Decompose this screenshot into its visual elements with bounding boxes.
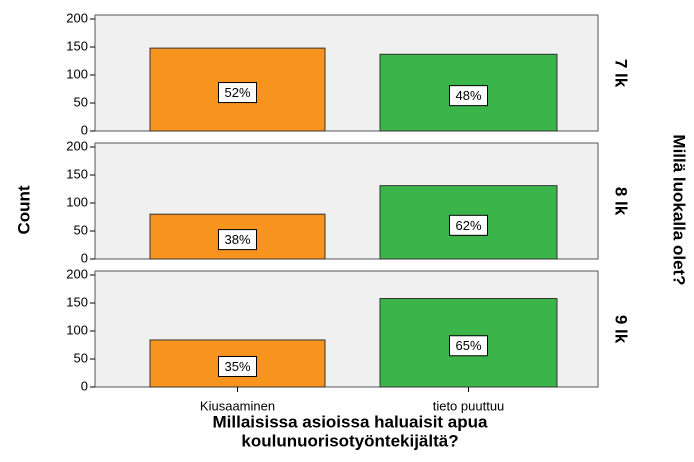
y-axis-title: Count — [14, 185, 33, 234]
facet-label: 9 lk — [612, 315, 631, 344]
y-tick-label: 50 — [74, 350, 88, 365]
facet-label: 7 lk — [612, 59, 631, 88]
y-tick-label: 50 — [74, 94, 88, 109]
facet-title: Millä luokalla olet? — [670, 134, 689, 285]
value-label: 35% — [224, 359, 250, 374]
y-tick-label: 200 — [66, 10, 88, 25]
y-tick-label: 0 — [81, 250, 88, 265]
y-tick-label: 200 — [66, 266, 88, 281]
x-tick-label: tieto puuttuu — [433, 398, 505, 413]
x-tick-label: Kiusaaminen — [200, 398, 275, 413]
value-label: 65% — [455, 338, 481, 353]
value-label-box — [218, 82, 257, 104]
value-label: 48% — [455, 88, 481, 103]
y-tick-label: 50 — [74, 222, 88, 237]
value-label-box — [449, 85, 488, 107]
value-label-box — [449, 335, 488, 357]
value-label: 52% — [224, 85, 250, 100]
facet-label: 8 lk — [612, 187, 631, 216]
value-label-box — [449, 214, 488, 236]
y-tick-label: 200 — [66, 138, 88, 153]
y-tick-label: 100 — [66, 194, 88, 209]
y-tick-label: 150 — [66, 294, 88, 309]
y-tick-label: 150 — [66, 38, 88, 53]
y-tick-label: 150 — [66, 166, 88, 181]
y-tick-label: 0 — [81, 378, 88, 393]
y-tick-label: 100 — [66, 322, 88, 337]
value-label-box — [218, 355, 257, 377]
value-label: 62% — [455, 218, 481, 233]
x-axis-title: Millaisissa asioissa haluaisit apua — [213, 412, 489, 431]
x-axis-title: koulunuorisotyöntekijältä? — [241, 431, 458, 450]
y-tick-label: 0 — [81, 122, 88, 137]
value-label: 38% — [224, 232, 250, 247]
y-tick-label: 100 — [66, 66, 88, 81]
value-label-box — [218, 229, 257, 251]
